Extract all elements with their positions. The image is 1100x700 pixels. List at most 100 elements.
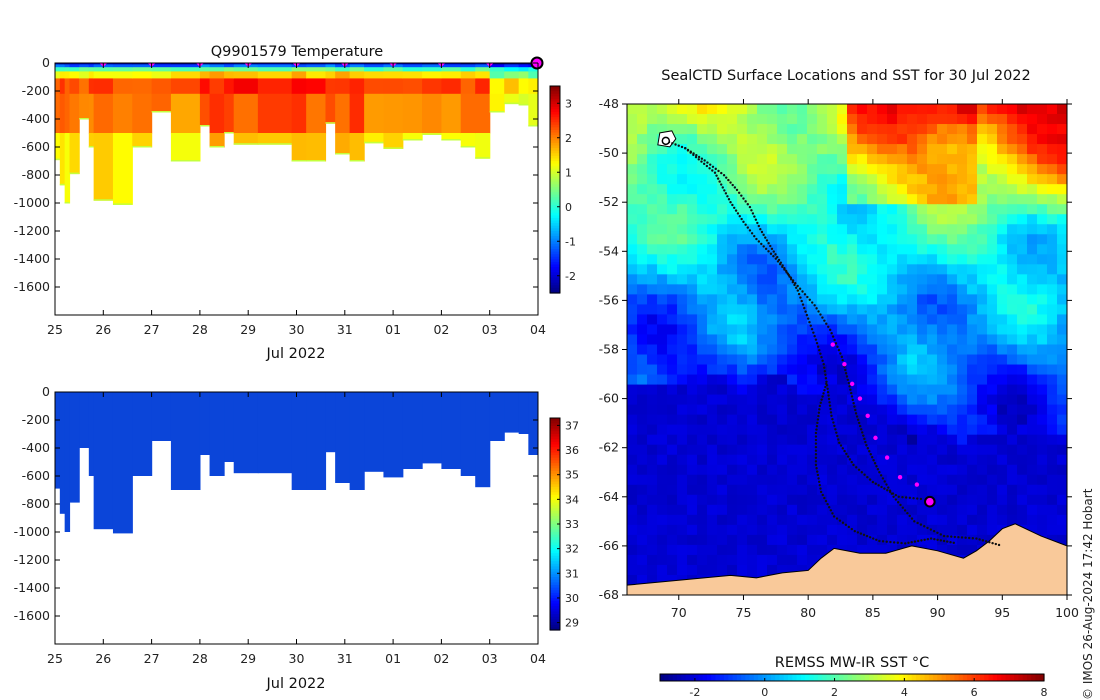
sst-cell xyxy=(937,394,948,406)
sst-cell xyxy=(967,434,978,446)
temperature-profile-cell xyxy=(422,78,442,95)
sst-cell xyxy=(1047,264,1058,275)
sst-cell xyxy=(1007,234,1018,245)
temperature-colorbar-segment xyxy=(550,171,560,175)
sst-cell xyxy=(717,144,728,155)
sst-cell xyxy=(917,114,928,125)
sst-cell xyxy=(797,104,808,115)
track-point xyxy=(818,483,822,487)
temperature-profile-cell xyxy=(209,67,225,72)
sst-cell xyxy=(767,464,778,476)
salinity-colorbar-segment xyxy=(550,436,560,440)
sst-cell xyxy=(1007,204,1018,215)
sst-cell xyxy=(787,204,798,215)
sst-cell xyxy=(1037,454,1048,466)
temperature-profile-cell xyxy=(199,63,211,65)
sst-cell xyxy=(657,194,668,205)
sst-cell xyxy=(1017,164,1028,175)
track-point xyxy=(859,424,862,428)
sst-cell xyxy=(627,544,638,556)
sst-cell xyxy=(867,344,878,356)
sst-cell xyxy=(637,454,648,466)
sst-cell xyxy=(857,224,868,235)
sst-cell xyxy=(707,204,718,215)
temperature-profile-cell xyxy=(132,63,153,65)
sst-cell xyxy=(647,194,658,205)
sst-cell xyxy=(667,404,678,416)
temperature-profile-cell xyxy=(518,64,529,68)
salinity-colorbar-segment xyxy=(550,622,560,626)
sst-cell xyxy=(807,134,818,145)
sst-cell xyxy=(837,204,848,215)
temperature-profile-cell xyxy=(441,133,462,141)
sst-cell xyxy=(957,124,968,135)
sst-cell xyxy=(937,144,948,155)
sst-cell xyxy=(1057,374,1067,386)
track-point xyxy=(746,203,749,206)
sst-cell xyxy=(687,384,698,396)
sst-cell xyxy=(707,244,718,255)
sst-cell xyxy=(767,284,778,295)
track-point xyxy=(881,477,885,480)
sst-cell xyxy=(657,314,668,326)
track-point xyxy=(746,226,749,229)
sst-cell xyxy=(997,344,1008,356)
sst-cell xyxy=(787,184,798,195)
sst-cell xyxy=(777,364,788,376)
sst-cell xyxy=(777,564,788,576)
sst-cell xyxy=(827,314,838,326)
track-point xyxy=(946,540,949,543)
sst-cell xyxy=(627,304,638,316)
sst-cell xyxy=(817,374,828,386)
temperature-profile-cell xyxy=(460,93,476,134)
sst-cell xyxy=(707,514,718,526)
sst-cell xyxy=(777,134,788,145)
sst-cell xyxy=(987,504,998,516)
sst-cell xyxy=(657,414,668,426)
track-point xyxy=(716,177,720,180)
sst-cell xyxy=(767,104,778,115)
sst-cell xyxy=(777,114,788,125)
sst-cell xyxy=(857,164,868,175)
temperature-colorbar-segment xyxy=(550,205,560,209)
temperature-profile-cell xyxy=(441,78,462,95)
sst-cell xyxy=(727,384,738,396)
sst-cell xyxy=(737,314,748,326)
sst-cell xyxy=(747,384,758,396)
sst-cell xyxy=(1057,284,1067,295)
temperature-plot-area xyxy=(55,63,538,205)
track-point xyxy=(731,183,734,187)
sst-cell xyxy=(1017,434,1028,446)
sst-cell xyxy=(647,254,658,265)
sst-cell xyxy=(917,244,928,255)
temperature-profile-bottom xyxy=(257,143,292,145)
sst-cell xyxy=(947,364,958,376)
sst-cell xyxy=(1007,444,1018,456)
sst-cell xyxy=(1057,234,1067,245)
temperature-profile-cell xyxy=(475,63,491,65)
sst-cell xyxy=(987,184,998,195)
sst-cell xyxy=(1047,404,1058,416)
sst-cell xyxy=(767,444,778,456)
sst-cell xyxy=(697,174,708,185)
sst-cell xyxy=(1037,334,1048,346)
sst-cell xyxy=(1017,244,1028,255)
sst-cell xyxy=(777,284,788,295)
map-colorbar-segment xyxy=(839,674,845,681)
sst-cell xyxy=(637,124,648,135)
track-point xyxy=(742,197,745,200)
sst-cell xyxy=(627,124,638,135)
sst-cell xyxy=(1017,374,1028,386)
sst-cell xyxy=(697,544,708,556)
temperature-colorbar-segment xyxy=(550,199,560,204)
sst-cell xyxy=(817,194,828,205)
salinity-colorbar-segment xyxy=(550,484,560,488)
sst-cell xyxy=(697,274,708,285)
sst-cell xyxy=(1007,124,1018,135)
sst-cell xyxy=(827,434,838,446)
sst-cell xyxy=(727,364,738,376)
sst-cell xyxy=(1037,514,1048,526)
temperature-profile-cell xyxy=(441,93,462,134)
sst-cell xyxy=(1057,334,1067,346)
profile-location xyxy=(914,482,920,487)
